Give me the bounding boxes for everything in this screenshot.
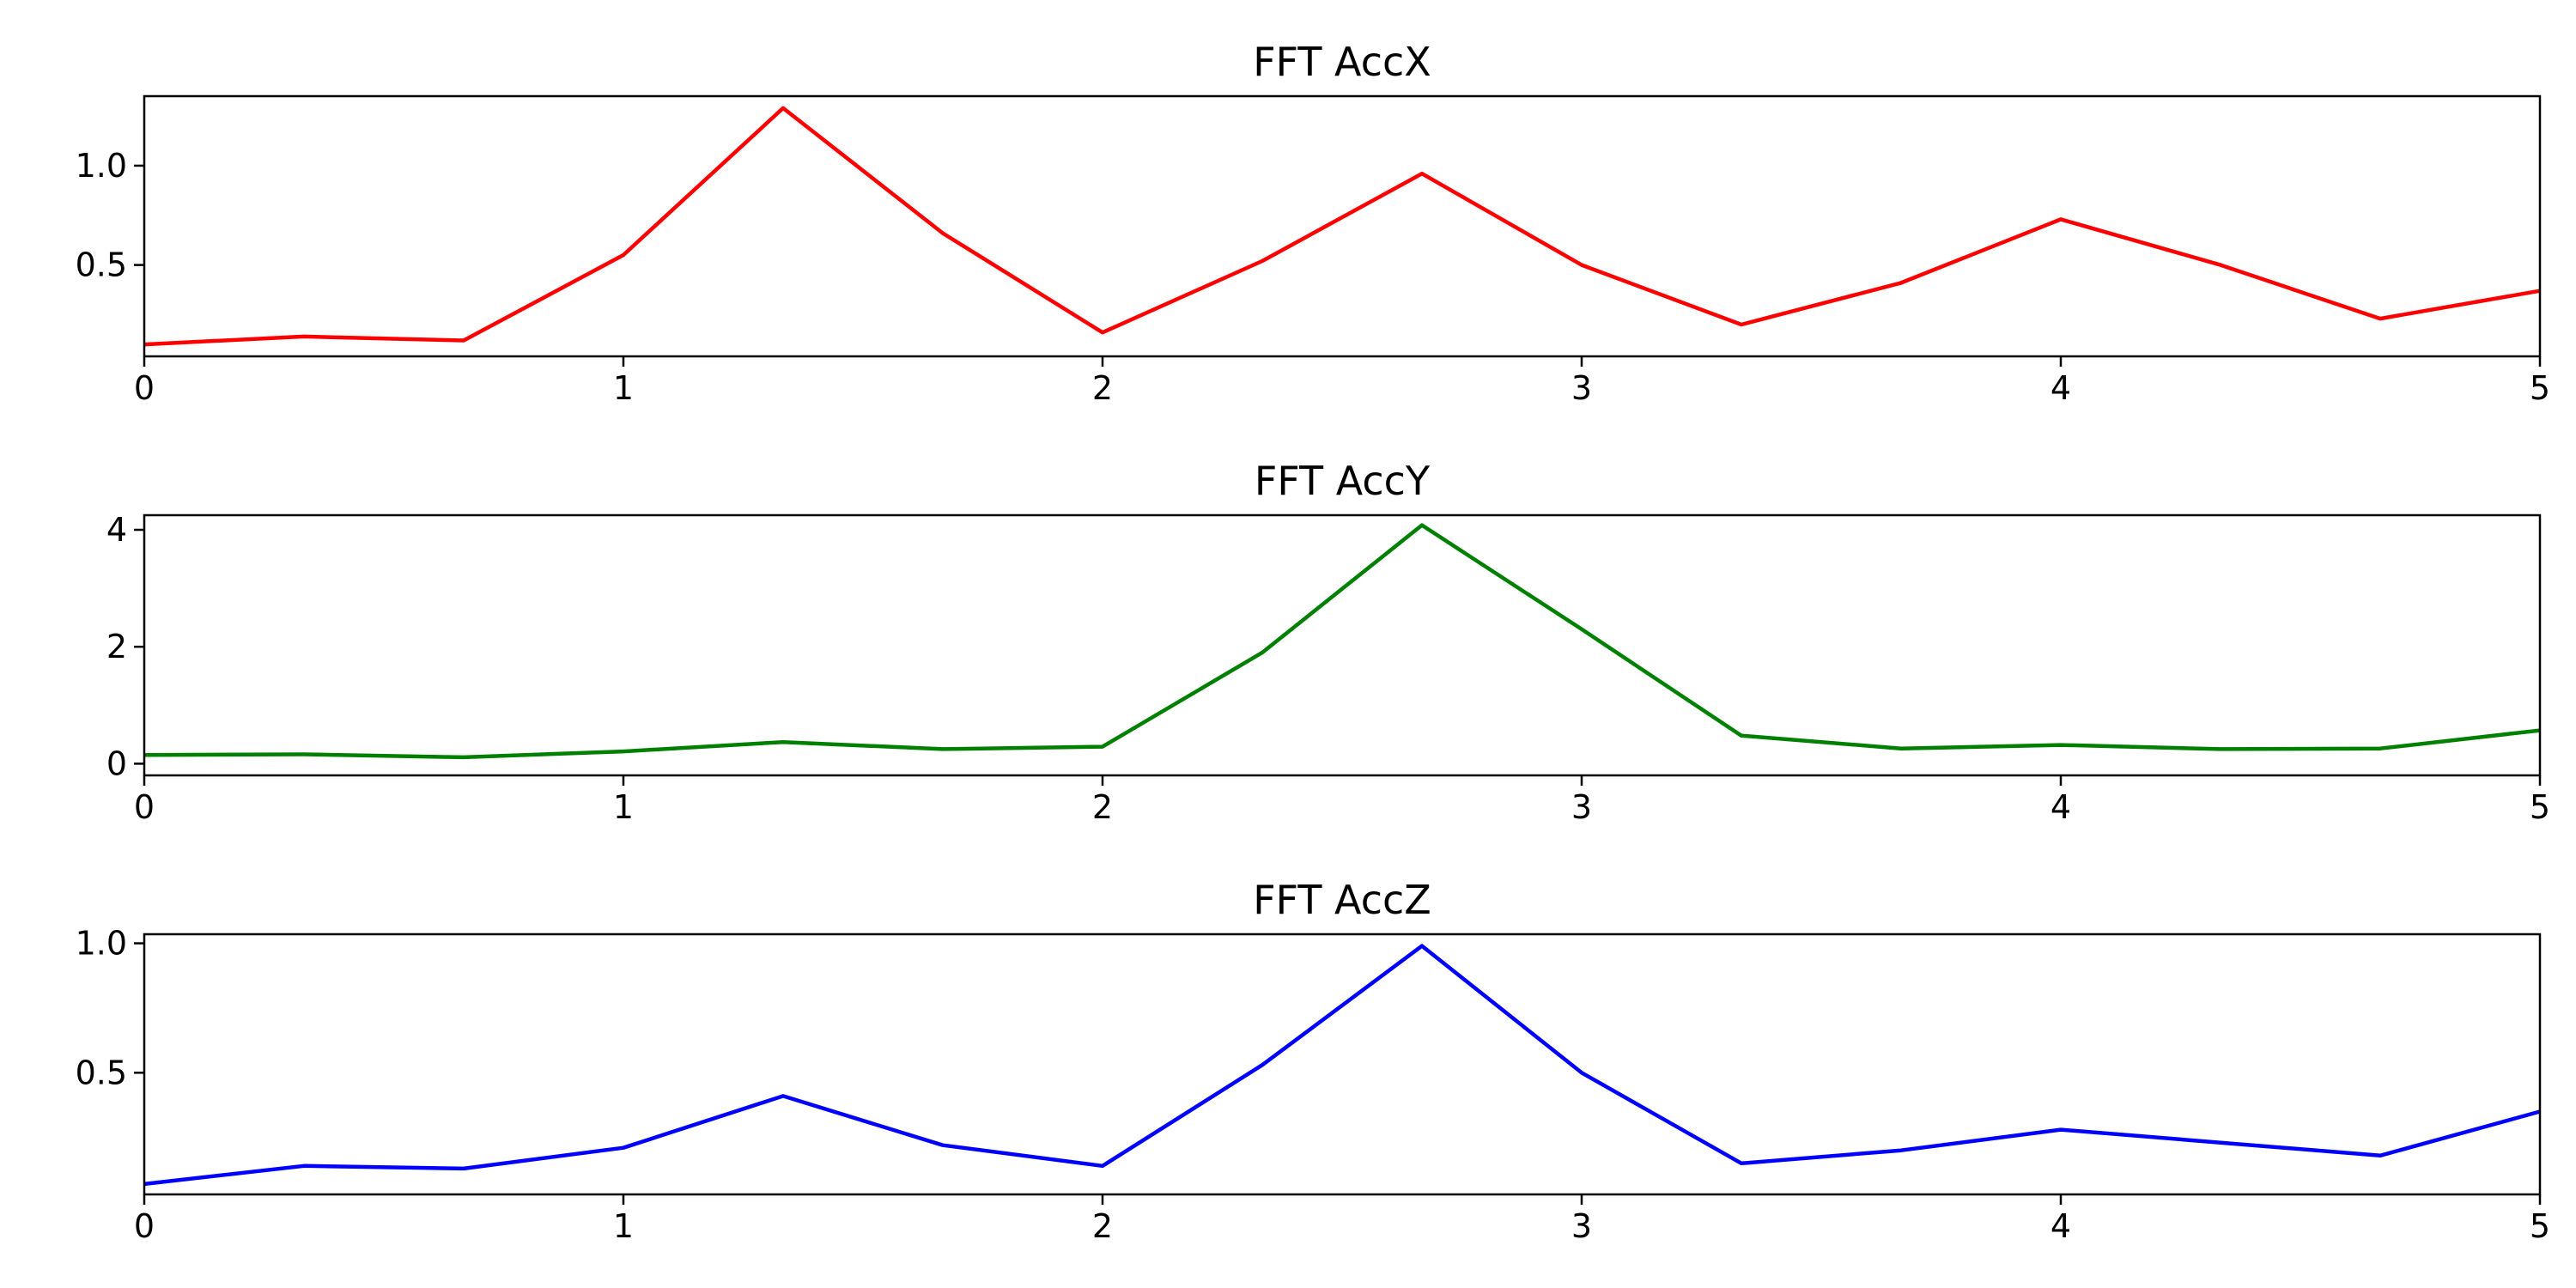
tick-group: 0 1 2 3 4 5 0.5 1.0 [76, 147, 2551, 407]
tick-group: 0 1 2 3 4 5 0 2 4 [106, 511, 2550, 826]
x-tick-label: 2 [1092, 369, 1113, 407]
x-tick-label: 3 [1571, 369, 1592, 407]
x-tick-label: 2 [1092, 788, 1113, 826]
series-line-accx [143, 106, 2541, 347]
y-tick-label: 2 [106, 628, 127, 665]
axes-frame [143, 513, 2542, 777]
x-tick-label: 5 [2530, 1207, 2550, 1245]
tick-group: 0 1 2 3 4 5 0.5 1.0 [76, 925, 2551, 1245]
panel-title: FFT AccX [1253, 39, 1431, 85]
y-tick-label: 0.5 [76, 1054, 127, 1091]
panel-fft-accy: FFT AccY 0 1 2 3 4 5 0 2 4 [106, 458, 2550, 826]
x-tick-label: 5 [2530, 788, 2550, 826]
y-tick-label: 1.0 [76, 147, 127, 185]
x-tick-label: 0 [134, 788, 155, 826]
x-tick-label: 1 [613, 369, 634, 407]
series-line-accy [143, 523, 2541, 760]
axes-frame [143, 94, 2542, 358]
panel-title: FFT AccZ [1253, 877, 1431, 923]
y-tick-label: 0.5 [76, 246, 127, 284]
panel-fft-accz: FFT AccZ 0 1 2 3 4 5 0.5 1.0 [76, 877, 2551, 1245]
x-tick-label: 0 [134, 1207, 155, 1245]
series-line-accz [143, 944, 2541, 1187]
panel-title: FFT AccY [1255, 458, 1431, 504]
x-tick-label: 1 [613, 1207, 634, 1245]
x-tick-label: 1 [613, 788, 634, 826]
x-tick-label: 4 [2050, 788, 2071, 826]
x-tick-label: 4 [2050, 1207, 2071, 1245]
panel-fft-accx: FFT AccX 0 1 2 3 4 5 0.5 1.0 [76, 39, 2551, 407]
x-tick-label: 4 [2050, 369, 2071, 407]
x-tick-label: 0 [134, 369, 155, 407]
y-tick-label: 1.0 [76, 925, 127, 963]
y-tick-label: 4 [106, 511, 127, 549]
x-tick-label: 2 [1092, 1207, 1113, 1245]
x-tick-label: 5 [2530, 369, 2550, 407]
x-tick-label: 3 [1571, 1207, 1592, 1245]
axes-frame [143, 933, 2542, 1196]
x-tick-label: 3 [1571, 788, 1592, 826]
y-tick-label: 0 [106, 744, 127, 782]
